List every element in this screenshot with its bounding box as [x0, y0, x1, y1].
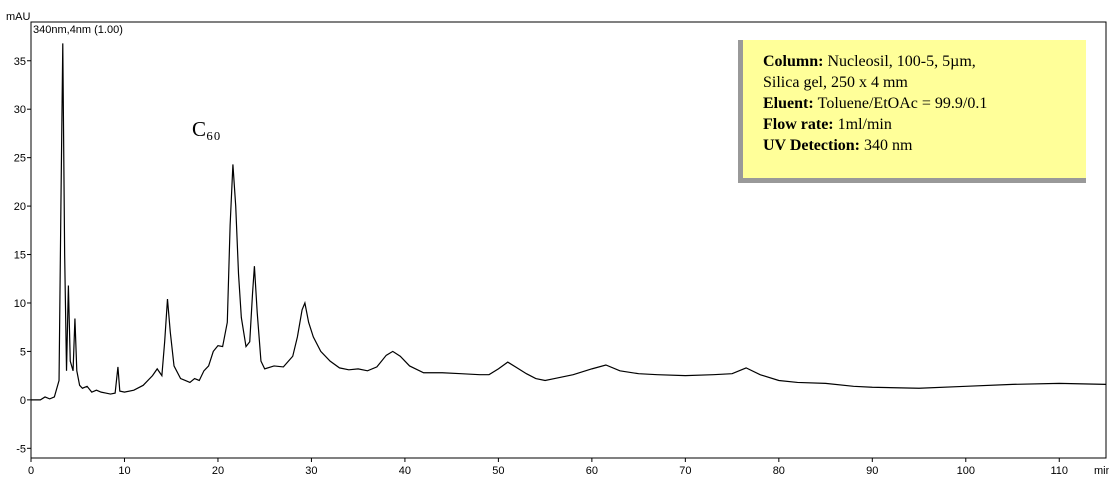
info-text: Silica gel, 250 x 4 mm — [763, 74, 908, 91]
info-label: UV Detection: — [763, 137, 860, 154]
x-tick-label: 0 — [28, 465, 34, 477]
y-tick-label: -5 — [16, 443, 26, 455]
info-line: Column: Nucleosil, 100-5, 5µm, — [763, 53, 976, 70]
x-tick-label: 40 — [399, 465, 411, 477]
x-tick-label: 50 — [492, 465, 504, 477]
info-line: Silica gel, 250 x 4 mm — [763, 74, 908, 91]
x-tick-label: 20 — [212, 465, 224, 477]
x-tick-label: 80 — [773, 465, 785, 477]
annotation: 340nm,4nm (1.00) — [33, 24, 123, 36]
x-tick-label: 90 — [866, 465, 878, 477]
plot-frame — [30, 21, 1107, 459]
x-tick-label: 60 — [586, 465, 598, 477]
info-line: Flow rate: 1ml/min — [763, 116, 892, 133]
x-tick-label: 70 — [679, 465, 691, 477]
info-text: Toluene/EtOAc = 99.9/0.1 — [818, 95, 988, 112]
info-label: Flow rate: — [763, 116, 834, 133]
y-tick-label: 30 — [14, 104, 26, 116]
peak-annotation: C₆₀ — [192, 117, 221, 141]
y-tick-label: 5 — [20, 346, 26, 358]
info-text: 1ml/min — [838, 116, 892, 133]
info-label: Column: — [763, 53, 823, 70]
info-text: Nucleosil, 100-5, 5µm, — [827, 53, 975, 70]
y-tick-label: 0 — [20, 395, 26, 407]
y-tick-label: 15 — [14, 250, 26, 262]
x-tick-label: 100 — [957, 465, 975, 477]
info-box-fill — [743, 40, 1086, 178]
trace — [31, 43, 1107, 401]
y-axis-label: mAU — [6, 11, 31, 23]
info-label: Eluent: — [763, 95, 814, 112]
info-text: 340 nm — [864, 137, 913, 154]
info-line: UV Detection: 340 nm — [763, 137, 913, 154]
info-line: Eluent: Toluene/EtOAc = 99.9/0.1 — [763, 95, 987, 112]
info-box: Column: Nucleosil, 100-5, 5µm, Silica gel,… — [738, 40, 1086, 183]
y-tick-label: 10 — [14, 298, 26, 310]
y-tick-label: 25 — [14, 153, 26, 165]
x-tick-label: 10 — [118, 465, 130, 477]
x-tick-label: 30 — [305, 465, 317, 477]
y-tick-label: 20 — [14, 201, 26, 213]
y-tick-label: 35 — [14, 56, 26, 68]
x-tick-label: 110 — [1050, 465, 1068, 477]
x-axis-label: min — [1094, 465, 1109, 477]
